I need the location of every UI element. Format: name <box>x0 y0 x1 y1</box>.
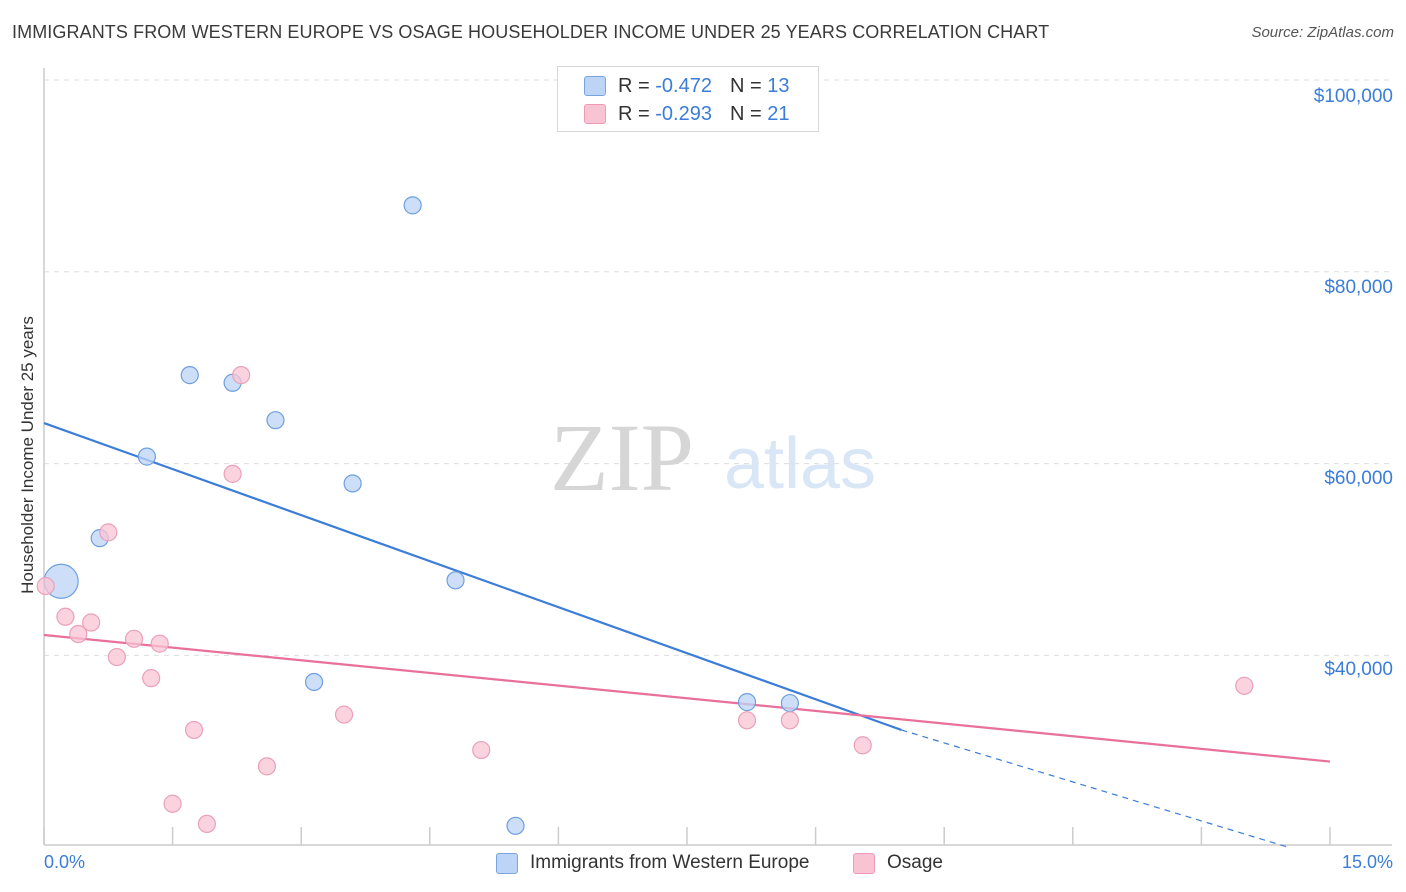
watermark-atlas: atlas <box>724 424 876 504</box>
data-point-pink <box>56 607 75 626</box>
y-tick-label: $80,000 <box>1324 277 1393 298</box>
bottom-legend-swatch-blue <box>496 852 518 874</box>
bottom-legend-blue: Immigrants from Western Europe <box>496 852 809 874</box>
legend-r-value-pink: -0.293 <box>655 102 712 125</box>
data-point-pink <box>163 794 182 813</box>
legend-row-pink: R = -0.293 N = 21 <box>584 102 789 126</box>
data-point-blue <box>780 693 799 713</box>
legend-swatch-blue <box>584 76 606 96</box>
data-point-pink <box>124 629 144 648</box>
points-layer <box>36 196 1254 835</box>
data-point-pink <box>142 669 161 688</box>
data-point-pink <box>107 647 126 667</box>
data-point-blue <box>403 196 422 215</box>
x-tick-min: 0.0% <box>44 852 86 872</box>
data-point-pink <box>472 740 491 760</box>
data-point-pink <box>232 366 251 385</box>
bottom-legend-label-blue: Immigrants from Western Europe <box>530 852 810 873</box>
source-label: Source: ZipAtlas.com <box>1251 24 1394 41</box>
data-point-pink <box>150 634 169 653</box>
data-point-pink <box>737 711 757 730</box>
data-point-blue <box>304 672 324 692</box>
data-point-pink <box>184 720 204 740</box>
trend-layer <box>43 422 1331 848</box>
trend-line-blue <box>43 422 902 731</box>
trend-line-blue-extension <box>901 729 1288 848</box>
y-tick-label: $100,000 <box>1313 86 1393 107</box>
data-point-blue <box>137 447 156 466</box>
legend-box: R = -0.472 N = 13 R = -0.293 N = 21 <box>557 66 819 132</box>
x-tick-max: 15.0% <box>1341 852 1393 872</box>
bottom-legend-pink: Osage <box>853 852 943 874</box>
data-point-pink <box>82 613 101 632</box>
legend-n-value-pink: 21 <box>767 102 790 125</box>
data-point-blue <box>343 474 362 493</box>
axes-layer <box>43 68 1392 846</box>
legend-n-value-blue: 13 <box>767 74 790 97</box>
data-point-blue <box>506 816 525 835</box>
trend-line-pink <box>43 633 1331 763</box>
data-point-blue <box>266 411 285 430</box>
y-tick-label: $60,000 <box>1324 468 1393 489</box>
data-point-pink <box>334 705 354 724</box>
data-point-pink <box>197 814 216 834</box>
legend-n-label: N = <box>729 74 762 97</box>
watermark-zip: ZIP <box>550 404 694 511</box>
chart-title: IMMIGRANTS FROM WESTERN EUROPE VS OSAGE … <box>12 22 1050 42</box>
legend-swatch-pink <box>584 104 606 124</box>
data-point-pink <box>780 711 799 730</box>
data-point-blue <box>180 366 199 385</box>
grid-layer <box>44 79 1392 656</box>
legend-row-blue: R = -0.472 N = 13 <box>584 74 789 98</box>
data-point-pink <box>1235 676 1254 695</box>
bottom-legend-swatch-pink <box>853 852 875 874</box>
bottom-legend-label-pink: Osage <box>887 852 943 873</box>
legend-r-label: R = <box>618 102 650 125</box>
data-point-pink <box>99 523 118 542</box>
data-point-blue <box>446 571 465 590</box>
legend-n-label: N = <box>729 102 762 125</box>
data-point-pink <box>223 464 242 483</box>
data-point-pink <box>36 576 55 596</box>
data-point-blue <box>737 693 757 712</box>
data-point-pink <box>257 757 277 776</box>
legend-r-label: R = <box>618 74 650 97</box>
data-point-pink <box>69 624 88 644</box>
data-point-pink <box>853 736 872 755</box>
y-tick-label: $40,000 <box>1324 659 1393 680</box>
legend-r-value-blue: -0.472 <box>655 74 712 97</box>
